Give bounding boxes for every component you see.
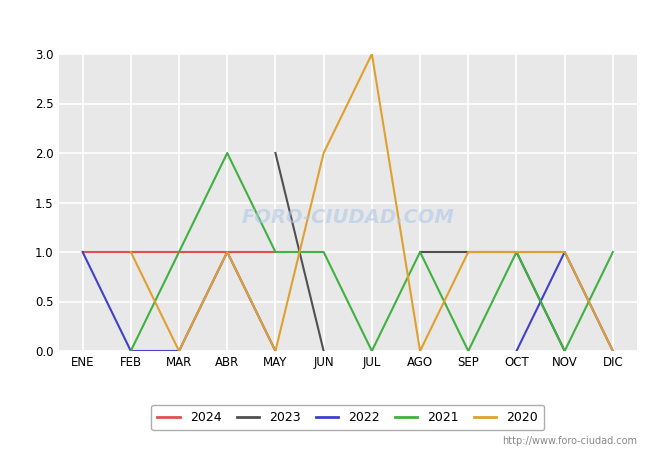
Text: http://www.foro-ciudad.com: http://www.foro-ciudad.com [502,436,637,446]
2023 [320,348,328,354]
2020 [416,348,424,354]
2021 [416,249,424,255]
2021 [320,249,328,255]
2022 [79,249,86,255]
2024 [127,249,135,255]
2020 [513,249,521,255]
2020 [224,249,231,255]
Text: Matriculaciones de Vehiculos en Horcajo de los Montes: Matriculaciones de Vehiculos en Horcajo … [115,13,535,28]
2024 [175,249,183,255]
Line: 2021: 2021 [131,153,613,351]
2020 [127,249,135,255]
2024 [272,249,280,255]
Line: 2020: 2020 [131,54,613,351]
2022 [272,348,280,354]
2021 [127,348,135,354]
2020 [175,348,183,354]
2024 [224,249,231,255]
2024 [79,249,86,255]
Line: 2022: 2022 [83,252,276,351]
2022 [224,249,231,255]
2021 [513,249,521,255]
2020 [609,348,617,354]
2020 [272,348,280,354]
2020 [561,249,569,255]
Text: FORO-CIUDAD.COM: FORO-CIUDAD.COM [241,208,454,227]
2021 [224,150,231,156]
2020 [464,249,472,255]
2021 [464,348,472,354]
Line: 2023: 2023 [276,153,324,351]
2023 [272,150,280,156]
2021 [175,249,183,255]
2020 [368,51,376,57]
2021 [272,249,280,255]
2021 [368,348,376,354]
Legend: 2024, 2023, 2022, 2021, 2020: 2024, 2023, 2022, 2021, 2020 [151,405,545,430]
2022 [175,348,183,354]
2021 [609,249,617,255]
2021 [561,348,569,354]
2022 [127,348,135,354]
2020 [320,150,328,156]
